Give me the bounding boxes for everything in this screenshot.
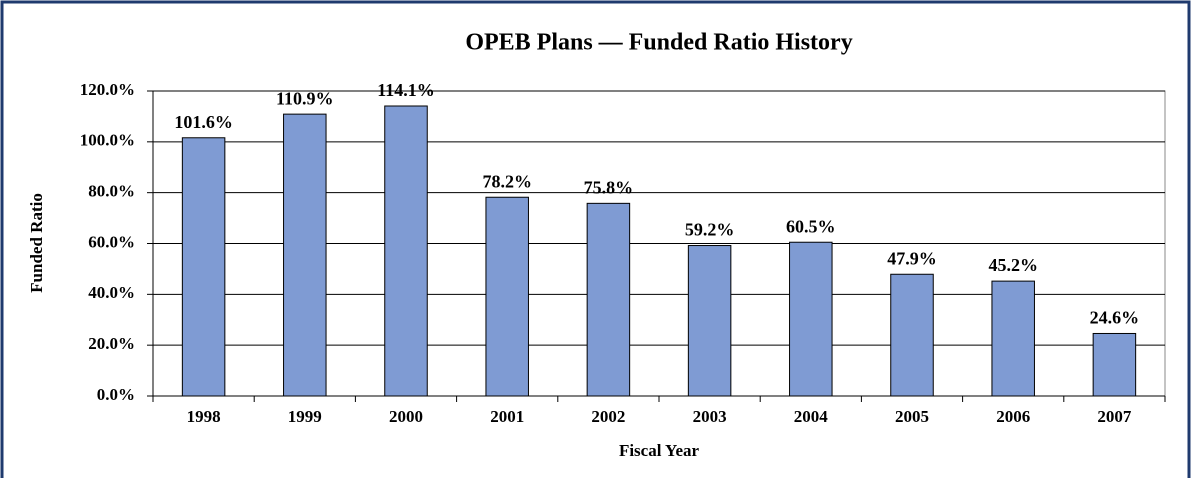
data-label: 114.1% bbox=[377, 80, 435, 100]
x-tick-label: 2005 bbox=[895, 407, 929, 426]
x-tick-label: 1998 bbox=[187, 407, 221, 426]
y-tick-label: 80.0% bbox=[88, 182, 135, 201]
data-label: 60.5% bbox=[786, 216, 836, 236]
bar bbox=[283, 113, 327, 397]
x-tick-label: 2006 bbox=[996, 407, 1030, 426]
data-label: 24.6% bbox=[1090, 308, 1140, 328]
bar bbox=[687, 245, 732, 397]
x-tick-label: 2003 bbox=[693, 407, 727, 426]
bar bbox=[181, 137, 226, 397]
x-tick-label: 2002 bbox=[591, 407, 625, 426]
y-tick-label: 60.0% bbox=[88, 232, 135, 251]
bar bbox=[1092, 332, 1137, 397]
y-tick-label: 40.0% bbox=[88, 283, 135, 302]
bar bbox=[586, 202, 631, 397]
y-tick-label: 20.0% bbox=[88, 334, 135, 353]
y-axis-label: Funded Ratio bbox=[27, 193, 46, 293]
x-tick-label: 2000 bbox=[389, 407, 423, 426]
x-tick-label: 2004 bbox=[794, 407, 829, 426]
bar bbox=[384, 105, 428, 397]
data-label: 45.2% bbox=[988, 255, 1038, 275]
y-tick-label: 100.0% bbox=[80, 131, 135, 150]
bar bbox=[890, 273, 934, 397]
data-label: 47.9% bbox=[887, 248, 937, 268]
x-tick-label: 1999 bbox=[288, 407, 322, 426]
data-label: 78.2% bbox=[482, 171, 532, 191]
x-tick-label: 2001 bbox=[490, 407, 524, 426]
chart-title: OPEB Plans — Funded Ratio History bbox=[465, 30, 852, 56]
data-label: 59.2% bbox=[685, 220, 735, 240]
data-label: 75.8% bbox=[584, 177, 634, 197]
bar bbox=[789, 241, 833, 397]
x-tick-label: 2007 bbox=[1097, 407, 1132, 426]
data-label: 110.9% bbox=[276, 88, 334, 108]
x-axis-label: Fiscal Year bbox=[619, 441, 700, 460]
y-tick-label: 0.0% bbox=[97, 385, 135, 404]
bar bbox=[991, 280, 1035, 397]
bar bbox=[485, 196, 529, 397]
data-label: 101.6% bbox=[174, 112, 233, 132]
y-tick-label: 120.0% bbox=[80, 80, 135, 99]
